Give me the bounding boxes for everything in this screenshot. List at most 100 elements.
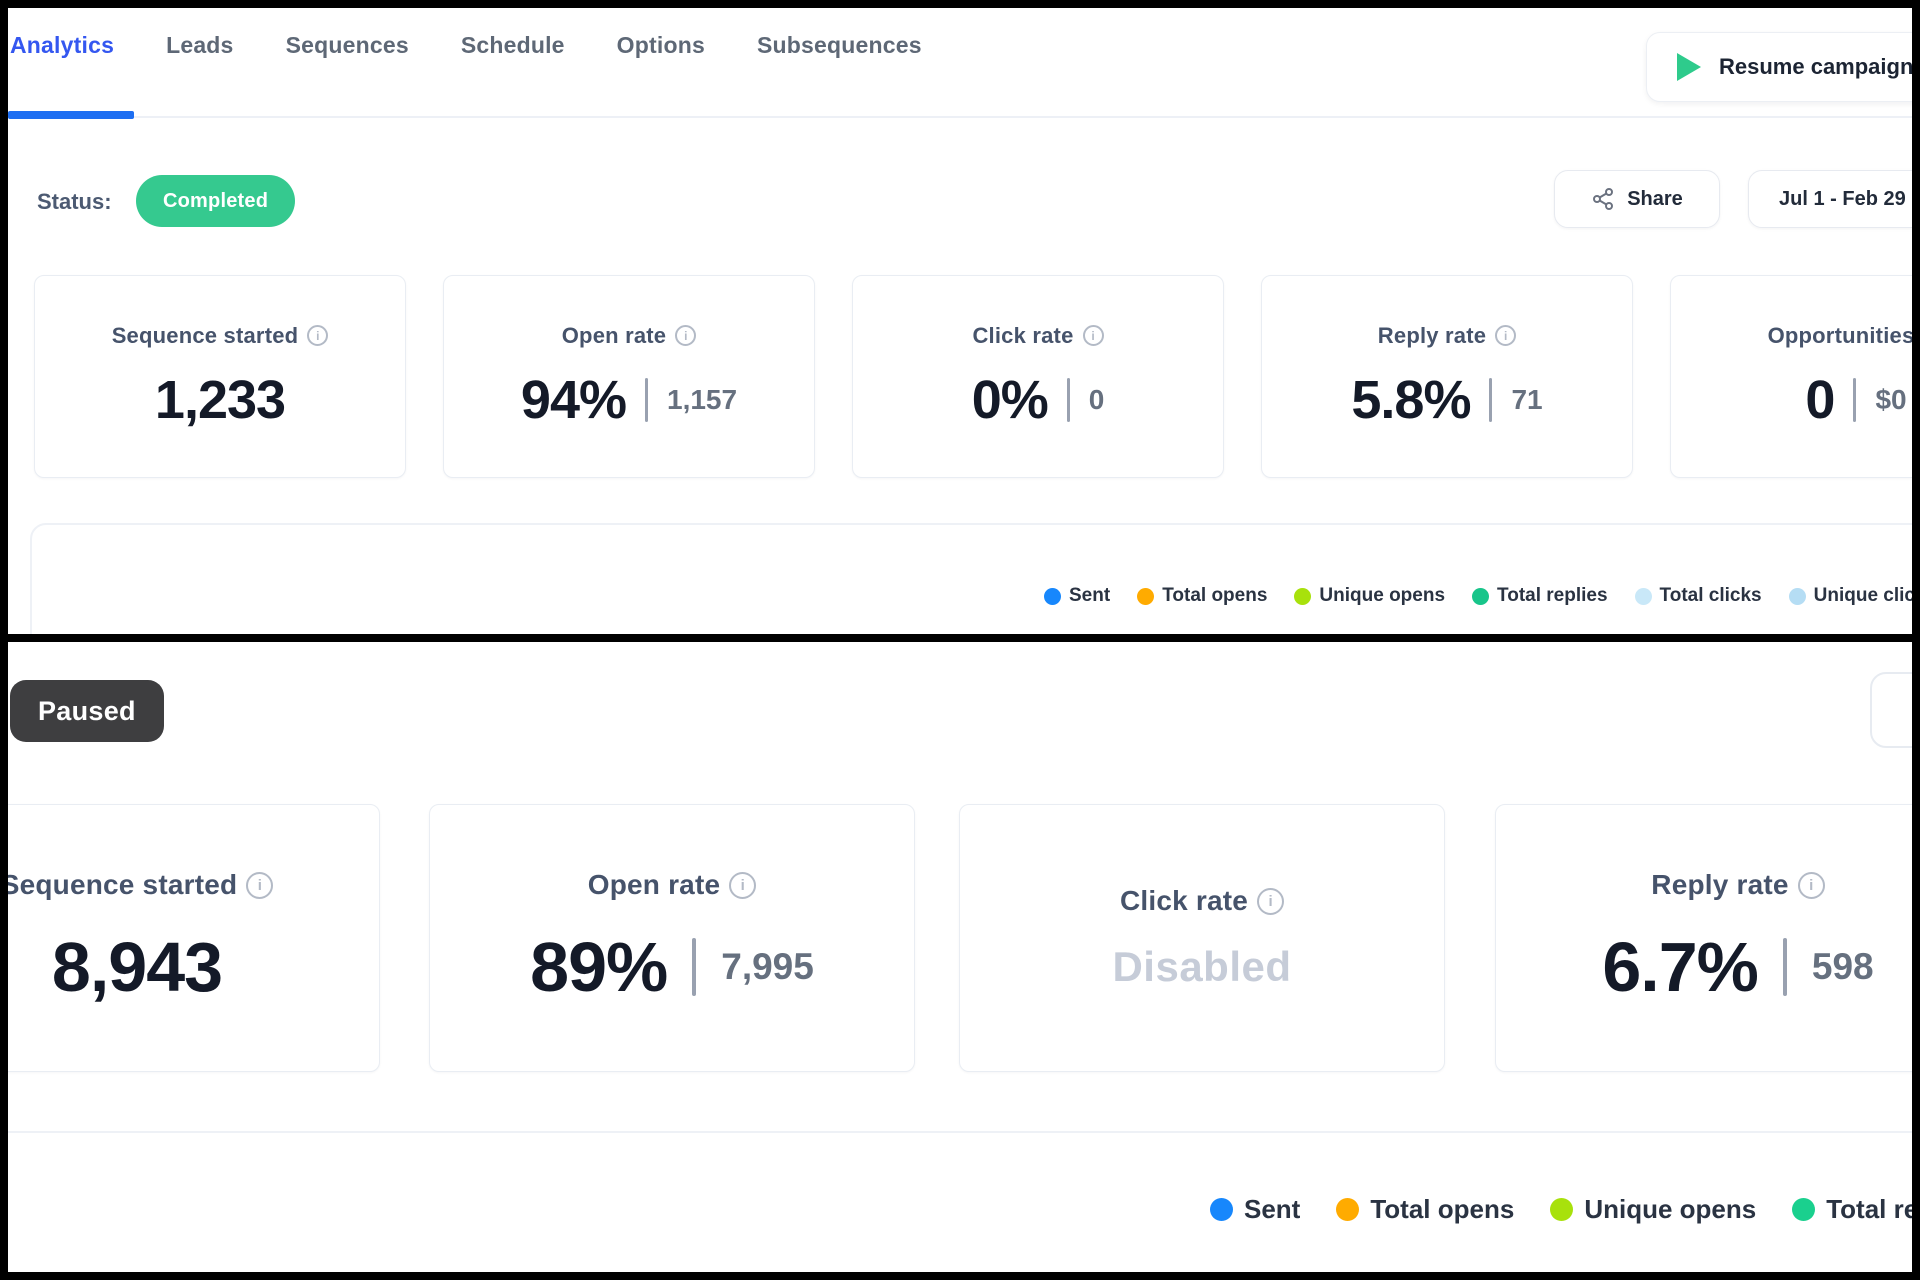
status-badge-completed: Completed xyxy=(136,175,296,227)
info-icon[interactable]: i xyxy=(729,871,757,899)
legend-label: Unique clicks xyxy=(1813,585,1912,606)
card-click-rate: Click rate i 0% 0 xyxy=(852,275,1224,478)
sent-dot-icon xyxy=(1210,1198,1233,1221)
card-value: 1,233 xyxy=(154,369,286,430)
card-value: 0% xyxy=(971,369,1049,430)
unique-opens-dot-icon xyxy=(1294,587,1312,605)
share-icon xyxy=(1593,188,1614,210)
card-opportunities: Opportunities i 0 $0 xyxy=(1670,275,1912,478)
tab-analytics[interactable]: Analytics xyxy=(10,32,115,58)
legend-label: Total opens xyxy=(1162,585,1268,606)
card-value: 89% xyxy=(530,928,668,1006)
tab-sequences[interactable]: Sequences xyxy=(285,32,409,58)
chart-legend: Sent Total opens Unique opens Total repl… xyxy=(1044,585,1912,607)
chart-legend: Sent Total opens Unique opens Total repl… xyxy=(1210,1194,1912,1225)
total-replies-dot-icon xyxy=(1472,587,1490,605)
legend-item-unique-clicks[interactable]: Unique clicks xyxy=(1788,585,1912,607)
clipped-button-edge[interactable] xyxy=(1870,672,1912,748)
active-tab-underline xyxy=(8,111,134,119)
top-screenshot-section: Analytics Leads Sequences Schedule Optio… xyxy=(8,8,1912,634)
card-label: Reply rate xyxy=(1651,869,1789,900)
card-label: Click rate xyxy=(972,322,1074,348)
sent-dot-icon xyxy=(1044,587,1061,605)
legend-item-sent[interactable]: Sent xyxy=(1210,1194,1300,1225)
info-icon[interactable]: i xyxy=(246,871,274,899)
share-button[interactable]: Share xyxy=(1554,170,1720,228)
total-clicks-dot-icon xyxy=(1634,587,1652,605)
tab-schedule[interactable]: Schedule xyxy=(460,32,565,58)
card-label: Opportunities xyxy=(1767,322,1912,348)
card-reply-rate: Reply rate i 6.7% 598 xyxy=(1495,804,1912,1072)
legend-item-total-replies[interactable]: Total replies xyxy=(1792,1194,1912,1225)
resume-campaign-button[interactable]: Resume campaign xyxy=(1646,32,1912,102)
card-open-rate: Open rate i 89% 7,995 xyxy=(429,804,915,1072)
card-value: 0 xyxy=(1805,369,1835,430)
card-open-rate: Open rate i 94% 1,157 xyxy=(443,275,815,478)
info-icon[interactable]: i xyxy=(1257,887,1285,915)
total-replies-dot-icon xyxy=(1792,1198,1816,1221)
legend-item-total-opens[interactable]: Total opens xyxy=(1336,1194,1514,1225)
campaign-tabs: Analytics Leads Sequences Schedule Optio… xyxy=(10,32,922,59)
card-value: 8,943 xyxy=(51,928,223,1006)
tab-options[interactable]: Options xyxy=(616,32,705,58)
info-icon[interactable]: i xyxy=(1495,325,1517,346)
legend-label: Total replies xyxy=(1497,585,1608,606)
legend-label: Unique opens xyxy=(1319,585,1446,606)
share-label: Share xyxy=(1627,187,1683,210)
legend-item-sent[interactable]: Sent xyxy=(1044,585,1110,607)
info-icon[interactable]: i xyxy=(307,325,329,346)
card-secondary-value: 1,157 xyxy=(667,383,738,415)
legend-label: Total opens xyxy=(1370,1194,1515,1224)
info-icon[interactable]: i xyxy=(1797,871,1825,899)
play-icon xyxy=(1677,53,1701,81)
nav-divider-line xyxy=(8,116,1912,118)
info-icon[interactable]: i xyxy=(1082,325,1104,346)
card-secondary-value: $0 xyxy=(1875,383,1907,415)
date-range-label: Jul 1 - Feb 29 xyxy=(1779,187,1906,210)
value-separator xyxy=(645,377,648,422)
card-value: 94% xyxy=(520,369,627,430)
legend-item-unique-opens[interactable]: Unique opens xyxy=(1294,585,1445,607)
card-label: Sequence started xyxy=(111,322,299,348)
card-label: Sequence started xyxy=(8,869,238,900)
tab-leads[interactable]: Leads xyxy=(166,32,234,58)
bottom-screenshot-section: Paused Sequence started i 8,943 Open rat… xyxy=(8,642,1912,1272)
card-value: 5.8% xyxy=(1351,369,1471,430)
card-value: 6.7% xyxy=(1602,928,1759,1006)
analytics-chart-card xyxy=(30,523,1912,634)
card-secondary-value: 7,995 xyxy=(721,946,814,987)
card-click-rate: Click rate i Disabled xyxy=(959,804,1445,1072)
unique-clicks-dot-icon xyxy=(1788,587,1806,605)
info-icon[interactable]: i xyxy=(675,325,697,346)
card-secondary-value: 71 xyxy=(1511,383,1543,415)
disabled-value: Disabled xyxy=(1112,943,1292,990)
card-label: Reply rate xyxy=(1377,322,1487,348)
card-secondary-value: 0 xyxy=(1088,383,1105,415)
card-label: Open rate xyxy=(561,322,667,348)
card-label: Open rate xyxy=(587,869,721,900)
legend-label: Total clicks xyxy=(1659,585,1762,606)
resume-campaign-label: Resume campaign xyxy=(1719,54,1912,79)
unique-opens-dot-icon xyxy=(1550,1198,1574,1221)
legend-item-unique-opens[interactable]: Unique opens xyxy=(1550,1194,1756,1225)
status-badge-paused: Paused xyxy=(10,680,164,742)
legend-label: Unique opens xyxy=(1584,1194,1757,1224)
value-separator xyxy=(1489,377,1493,422)
value-separator xyxy=(692,938,697,996)
value-separator xyxy=(1066,377,1070,422)
legend-item-total-replies[interactable]: Total replies xyxy=(1472,585,1608,607)
card-label: Click rate xyxy=(1119,885,1249,916)
legend-item-total-opens[interactable]: Total opens xyxy=(1137,585,1267,607)
legend-label: Total replies xyxy=(1826,1194,1912,1224)
card-sequence-started: Sequence started i 1,233 xyxy=(34,275,406,478)
status-label: Status: xyxy=(37,189,112,214)
tab-subsequences[interactable]: Subsequences xyxy=(756,32,922,58)
card-reply-rate: Reply rate i 5.8% 71 xyxy=(1261,275,1633,478)
legend-label: Sent xyxy=(1069,585,1111,606)
total-opens-dot-icon xyxy=(1137,587,1155,605)
legend-item-total-clicks[interactable]: Total clicks xyxy=(1634,585,1762,607)
value-separator xyxy=(1853,377,1857,422)
legend-label: Sent xyxy=(1244,1194,1301,1224)
chart-card-top-border xyxy=(8,1131,1912,1133)
date-range-button[interactable]: Jul 1 - Feb 29 xyxy=(1748,170,1912,228)
